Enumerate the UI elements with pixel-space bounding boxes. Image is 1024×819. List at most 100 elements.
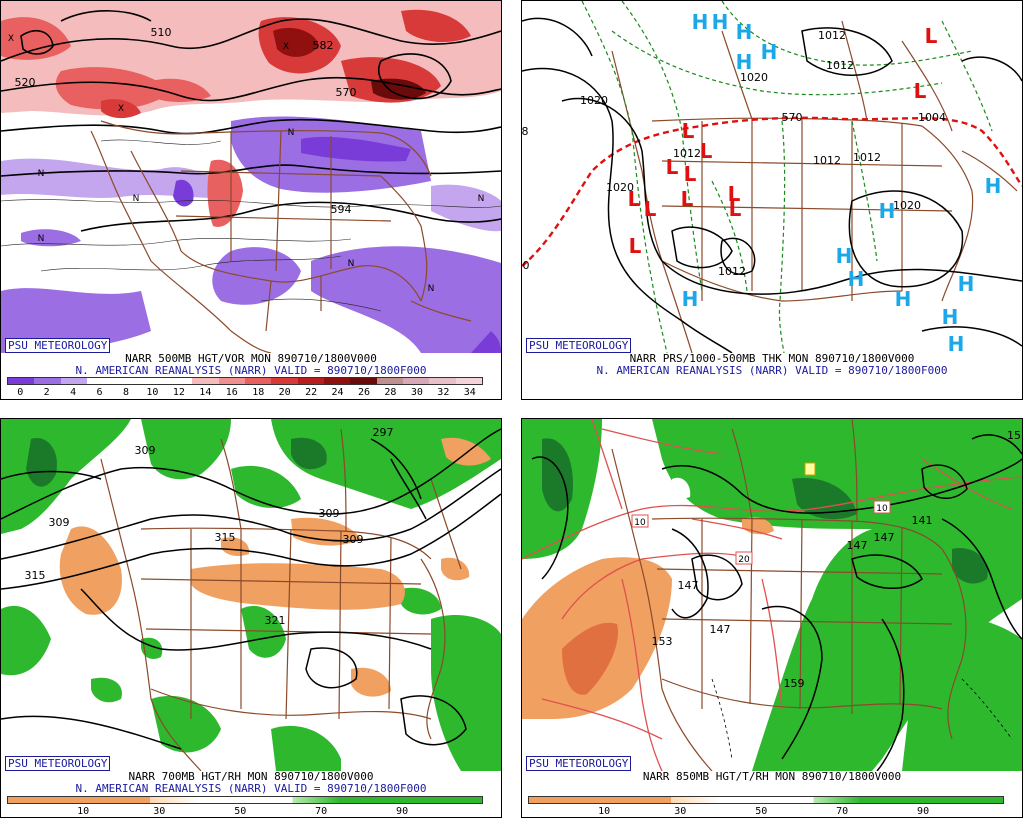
colorbar-tick: 30 [153,806,166,817]
colorbar-tick: 8 [122,387,130,398]
map-surface-pressure: 1020 1012 1012 1020 1012 1012 1012 1020 … [522,1,1022,353]
contour-label: 510 [151,26,172,39]
high-pressure-symbol: H [736,50,753,74]
psu-meteorology-badge: PSU METEOROLOGY [526,338,632,353]
high-pressure-symbol: H [985,174,1002,198]
colorbar-swatch [376,378,403,384]
psu-meteorology-badge: PSU METEOROLOGY [526,756,632,771]
colorbar-swatch [139,378,166,384]
panel-title: NARR 850MB HGT/T/RH MON 890710/1800V000 [642,770,902,783]
vorticity-max-symbol: X [118,104,124,114]
contour-label: 520 [15,76,36,89]
colorbar-swatch [429,378,456,384]
high-pressure-symbol: H [879,199,896,223]
panel-surface-pressure-thickness: 1020 1012 1012 1020 1012 1012 1012 1020 … [521,0,1023,400]
colorbar-tick: 24 [331,387,344,398]
temperature-label-box [873,500,891,514]
colorbar-tick: 32 [437,387,450,398]
isobar-label: 8 [522,125,529,138]
low-pressure-symbol: L [728,182,741,206]
colorbar-swatch [113,378,140,384]
isobar-label: 1012 [718,265,746,278]
colorbar-tick: 26 [357,387,371,398]
low-pressure-symbol: L [666,155,679,179]
vorticity-max-symbol: X [8,34,14,44]
colorbar-tick: 4 [70,387,77,398]
high-pressure-symbol: H [958,272,975,296]
panel-title: NARR 500MB HGT/VOR MON 890710/1800V000 [125,352,377,365]
colorbar-tick: 30 [674,806,687,817]
colorbar-tick: 18 [252,387,265,398]
low-pressure-symbol: L [682,119,695,143]
humidity-colorbar [528,796,1004,804]
colorbar-tick: 90 [396,806,409,817]
isobar-label: 1012 [853,151,881,164]
contour-label: 147 [847,539,868,552]
colorbar-tick: 6 [96,387,103,398]
humidity-colorbar-ticks: 10 30 50 70 90 [528,806,1004,817]
map-850mb-humidity: 10 20 10 147 147 153 159 141 147 147 15 [522,419,1022,771]
map-700mb-humidity: 309 309 315 315 309 309 321 297 [1,419,501,771]
colorbar-swatch [271,378,298,384]
high-pressure-symbol: H [712,10,729,34]
temperature-label-box [735,551,753,565]
map-500mb-vorticity: 510 520 570 582 594 N N N N N N N X X X [1,1,501,353]
colorbar-swatch [192,378,219,384]
high-pressure-symbol: H [948,332,965,353]
colorbar-tick: 30 [410,387,423,398]
contour-label: 309 [49,516,70,529]
colorbar-tick: 50 [755,806,768,817]
isobar-label: 1020 [606,181,634,194]
colorbar-tick: 10 [77,806,90,817]
contour-label: 153 [652,635,673,648]
isobar-label: 1012 [673,147,701,160]
colorbar-swatch [244,378,272,384]
low-pressure-symbol: L [681,187,694,211]
contour-label: 582 [313,39,334,52]
vorticity-colorbar-ticks: 0 2 4 6 8 10 12 14 16 18 20 22 24 26 28 30 32 34 [7,387,483,399]
contour-label: 321 [265,614,286,627]
colorbar-tick: 16 [225,387,238,398]
colorbar-tick: 2 [43,387,50,398]
colorbar-swatch [60,378,87,384]
high-pressure-symbol: H [836,244,853,268]
contour-label: 147 [874,531,895,544]
isobar-label: 1012 [818,29,846,42]
vorticity-min-symbol: N [478,194,485,204]
humidity-colorbar [7,796,483,804]
low-pressure-symbol: L [629,234,642,258]
high-pressure-symbol: H [682,287,699,311]
colorbar-tick: 70 [836,806,849,817]
colorbar-tick: 70 [315,806,328,817]
contour-label: 309 [343,533,364,546]
panel-700mb-humidity: 309 309 315 315 309 309 321 297 PSU METE… [0,418,502,818]
temperature-label-box [631,514,649,528]
contour-label: 309 [135,444,156,457]
vorticity-min-symbol: N [133,194,140,204]
high-pressure-symbol: H [848,267,865,291]
low-pressure-symbol: L [925,24,938,48]
panel-850mb-humidity-temperature: 10 20 10 147 147 153 159 141 147 147 15 … [521,418,1023,818]
vorticity-min-symbol: N [348,259,355,269]
colorbar-tick: 34 [463,387,476,398]
colorbar-tick: 50 [234,806,247,817]
colorbar-swatch [350,378,377,384]
panel-subtitle: N. AMERICAN REANALYSIS (NARR) VALID = 89… [596,364,948,377]
vorticity-max-symbol: X [283,42,289,52]
colorbar-tick: 12 [172,387,185,398]
vorticity-min-symbol: N [288,128,295,138]
high-pressure-symbol: H [942,305,959,329]
high-pressure-symbol: H [736,20,753,44]
low-pressure-symbol: L [684,162,697,186]
contour-label: 297 [373,426,394,439]
colorbar-swatch [297,378,324,384]
colorbar-tick: 10 [598,806,611,817]
high-pressure-symbol: H [761,40,778,64]
contour-label: 15 [1007,429,1021,442]
humidity-colorbar-ticks: 10 30 50 70 90 [7,806,483,817]
contour-label: 315 [25,569,46,582]
isobar-label: 1012 [813,154,841,167]
contour-label: 594 [331,203,352,216]
low-pressure-symbol: L [700,139,713,163]
contour-label: 570 [336,86,357,99]
